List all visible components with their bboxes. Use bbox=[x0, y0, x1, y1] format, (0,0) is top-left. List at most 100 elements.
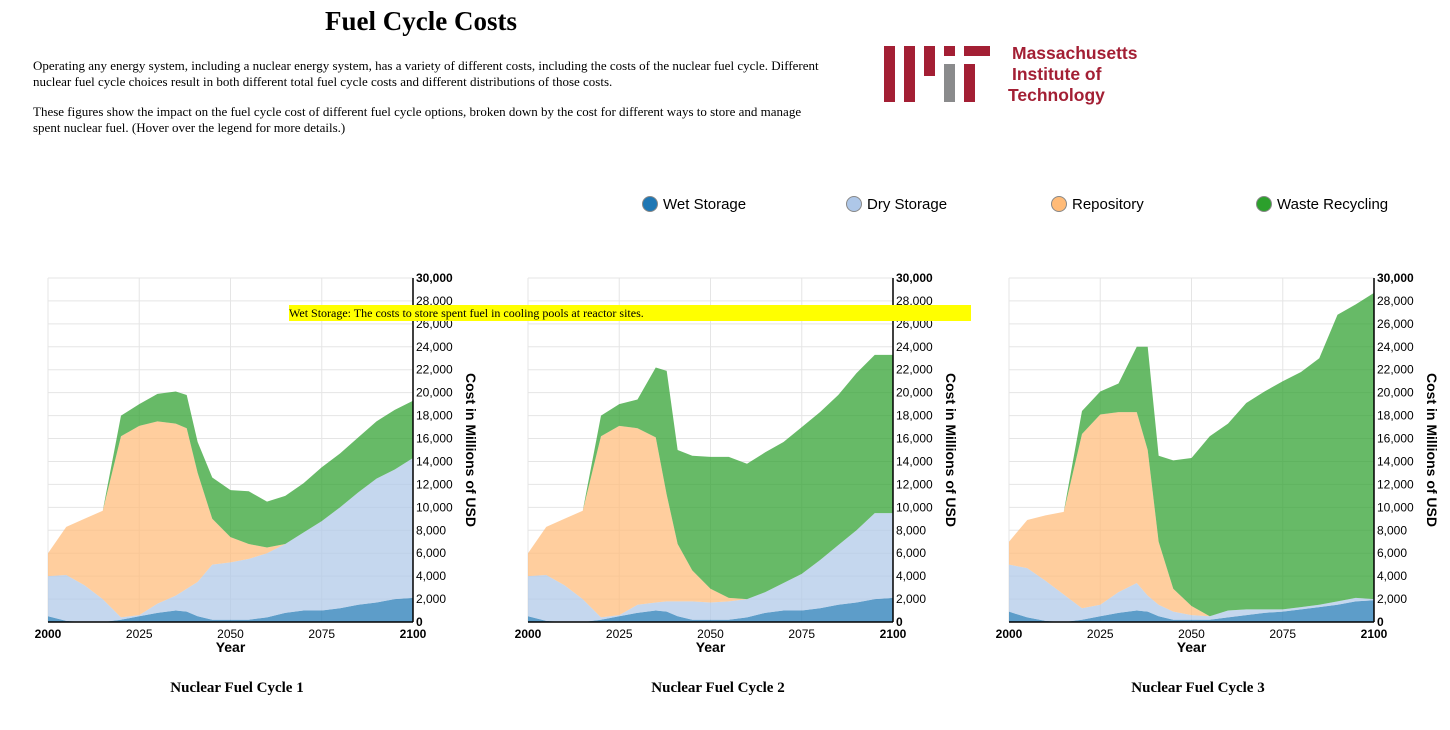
area-series-repository bbox=[48, 421, 413, 618]
x-tick-label: 2000 bbox=[996, 627, 1023, 641]
chart-fuel-cycle-3: 2000 2025 2050 2075 2100 Year 0 2,000 4,000 6,000… bbox=[991, 260, 1450, 660]
y-tick-label: 2,000 bbox=[416, 592, 446, 606]
x-tick-label: 2000 bbox=[515, 627, 542, 641]
area-series-repository bbox=[528, 425, 893, 618]
y-tick-label: 14,000 bbox=[416, 454, 453, 468]
chart-fuel-cycle-1: 2000 2025 2050 2075 2100 Year 0 2,000 4,000 6,000… bbox=[30, 260, 500, 660]
y-tick-label: 10,000 bbox=[1377, 500, 1414, 514]
y-tick-label: 8,000 bbox=[1377, 523, 1407, 537]
chart-svg: 2000 2025 2050 2075 2100 Year 0 2,000 4,000 6,000… bbox=[515, 271, 959, 655]
y-tick-label: 30,000 bbox=[896, 271, 933, 285]
y-tick-label: 16,000 bbox=[896, 432, 933, 446]
y-axis-title: Cost in Millions of USD bbox=[1424, 373, 1440, 527]
y-tick-label: 28,000 bbox=[896, 294, 933, 308]
y-tick-label: 24,000 bbox=[416, 340, 453, 354]
x-tick-label: 2100 bbox=[880, 627, 907, 641]
x-tick-label: 2025 bbox=[1087, 627, 1114, 641]
mit-logo-mark bbox=[884, 46, 990, 102]
legend-dot-repository bbox=[1051, 196, 1067, 212]
x-axis-title: Year bbox=[1177, 639, 1207, 655]
y-tick-label: 18,000 bbox=[416, 409, 453, 423]
area-series-waste-recycling bbox=[1009, 292, 1374, 617]
logo-line-3: Technology bbox=[1008, 85, 1105, 105]
y-tick-label: 20,000 bbox=[896, 386, 933, 400]
area-series-dry-storage bbox=[48, 458, 413, 622]
legend-item-repository[interactable]: Repository bbox=[1051, 194, 1144, 214]
legend-dot-dry-storage bbox=[846, 196, 862, 212]
x-tick-label: 2050 bbox=[1178, 627, 1205, 641]
y-tick-label: 4,000 bbox=[416, 569, 446, 583]
y-tick-label: 12,000 bbox=[416, 477, 453, 491]
y-tick-label: 0 bbox=[896, 615, 903, 629]
chart-title-2: Nuclear Fuel Cycle 2 bbox=[651, 680, 785, 696]
chart-svg: 2000 2025 2050 2075 2100 Year 0 2,000 4,000 6,000… bbox=[35, 271, 479, 655]
y-tick-label: 8,000 bbox=[896, 523, 926, 537]
area-series-wet-storage bbox=[528, 597, 893, 622]
y-tick-label: 20,000 bbox=[1377, 386, 1414, 400]
chart-svg: 2000 2025 2050 2075 2100 Year 0 2,000 4,000 6,000… bbox=[996, 271, 1440, 655]
y-tick-label: 16,000 bbox=[416, 432, 453, 446]
y-tick-label: 4,000 bbox=[1377, 569, 1407, 583]
x-tick-label: 2025 bbox=[606, 627, 633, 641]
page-title: Fuel Cycle Costs bbox=[325, 6, 517, 36]
y-tick-label: 12,000 bbox=[1377, 477, 1414, 491]
y-tick-label: 10,000 bbox=[416, 500, 453, 514]
y-tick-label: 18,000 bbox=[896, 409, 933, 423]
y-tick-label: 6,000 bbox=[896, 546, 926, 560]
y-tick-label: 16,000 bbox=[1377, 432, 1414, 446]
y-tick-label: 6,000 bbox=[416, 546, 446, 560]
y-tick-label: 18,000 bbox=[1377, 409, 1414, 423]
y-tick-label: 12,000 bbox=[896, 477, 933, 491]
x-tick-label: 2075 bbox=[788, 627, 815, 641]
chart-fuel-cycle-2: 2000 2025 2050 2075 2100 Year 0 2,000 4,000 6,000… bbox=[510, 260, 980, 660]
y-tick-label: 24,000 bbox=[896, 340, 933, 354]
x-tick-label: 2075 bbox=[1269, 627, 1296, 641]
area-series-wet-storage bbox=[1009, 600, 1374, 622]
legend-tooltip: Wet Storage: The costs to store spent fu… bbox=[289, 305, 971, 321]
x-tick-label: 2050 bbox=[697, 627, 724, 641]
y-tick-label: 28,000 bbox=[416, 294, 453, 308]
y-tick-label: 8,000 bbox=[416, 523, 446, 537]
mit-logo: Massachusetts Institute of Technology bbox=[884, 43, 1154, 108]
x-tick-label: 2025 bbox=[126, 627, 153, 641]
y-tick-label: 28,000 bbox=[1377, 294, 1414, 308]
area-series-dry-storage bbox=[528, 513, 893, 622]
legend-item-waste-recycling[interactable]: Waste Recycling bbox=[1256, 194, 1388, 214]
legend-dot-waste-recycling bbox=[1256, 196, 1272, 212]
legend-dot-wet-storage bbox=[642, 196, 658, 212]
y-tick-label: 2,000 bbox=[1377, 592, 1407, 606]
logo-line-2: Institute of bbox=[1012, 64, 1102, 84]
y-tick-label: 0 bbox=[416, 615, 423, 629]
intro-paragraph-1: Operating any energy system, including a… bbox=[33, 58, 819, 89]
y-tick-label: 14,000 bbox=[896, 454, 933, 468]
area-series-dry-storage bbox=[1009, 564, 1374, 622]
area-series-waste-recycling bbox=[528, 354, 893, 600]
y-tick-label: 10,000 bbox=[896, 500, 933, 514]
area-series-wet-storage bbox=[48, 597, 413, 622]
y-tick-label: 30,000 bbox=[1377, 271, 1414, 285]
y-tick-label: 30,000 bbox=[416, 271, 453, 285]
x-tick-label: 2075 bbox=[308, 627, 335, 641]
y-tick-label: 22,000 bbox=[416, 363, 453, 377]
y-tick-label: 2,000 bbox=[896, 592, 926, 606]
chart-title-1: Nuclear Fuel Cycle 1 bbox=[170, 680, 304, 696]
y-tick-label: 6,000 bbox=[1377, 546, 1407, 560]
legend-label-repository: Repository bbox=[1072, 195, 1144, 213]
y-axis-title: Cost in Millions of USD bbox=[943, 373, 959, 527]
y-tick-label: 26,000 bbox=[1377, 317, 1414, 331]
x-tick-label: 2000 bbox=[35, 627, 62, 641]
legend-item-wet-storage[interactable]: Wet Storage bbox=[642, 194, 746, 214]
x-tick-label: 2100 bbox=[1361, 627, 1388, 641]
y-tick-label: 20,000 bbox=[416, 386, 453, 400]
area-series-waste-recycling bbox=[48, 391, 413, 554]
area-series-repository bbox=[1009, 412, 1374, 617]
x-axis-title: Year bbox=[696, 639, 726, 655]
intro-paragraph-2: These figures show the impact on the fue… bbox=[33, 104, 802, 135]
legend-item-dry-storage[interactable]: Dry Storage bbox=[846, 194, 947, 214]
y-tick-label: 4,000 bbox=[896, 569, 926, 583]
chart-title-3: Nuclear Fuel Cycle 3 bbox=[1131, 680, 1265, 696]
x-axis-title: Year bbox=[216, 639, 246, 655]
y-tick-label: 22,000 bbox=[896, 363, 933, 377]
y-tick-label: 24,000 bbox=[1377, 340, 1414, 354]
legend-label-wet-storage: Wet Storage bbox=[663, 195, 747, 213]
